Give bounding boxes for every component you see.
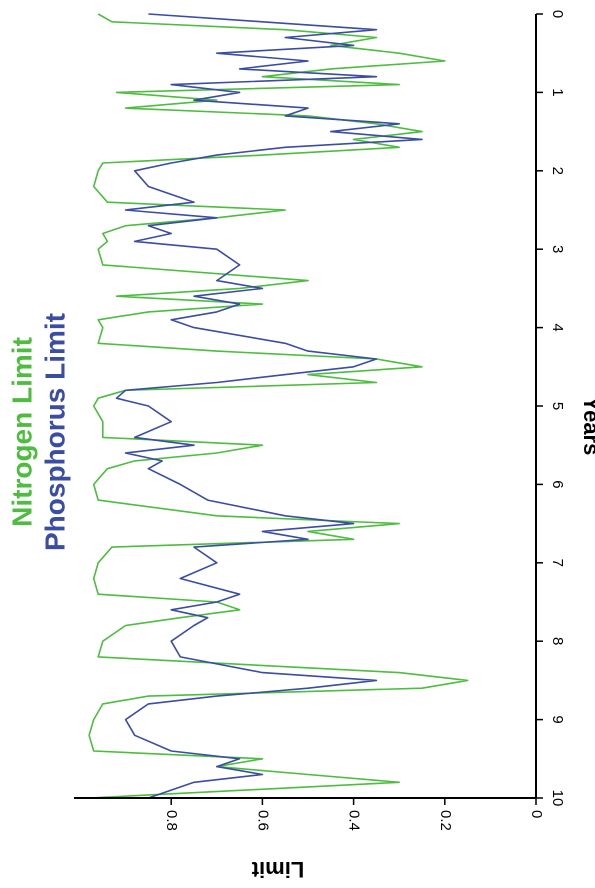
x-tick-label: 1 xyxy=(549,88,566,96)
x-tick-label: 3 xyxy=(549,245,566,253)
series-line-phosphorus xyxy=(115,13,423,799)
plot-area: 0 1 2 3 4 5 6 7 8 9 10 0 0.2 0.4 0.6 0.8 xyxy=(74,10,566,831)
y-tick-label: 0.2 xyxy=(437,810,454,831)
legend-entry-phosphorus: Phosphorus Limit xyxy=(39,313,70,551)
x-ticks: 0 1 2 3 4 5 6 7 8 9 10 xyxy=(536,10,566,807)
x-tick-label: 6 xyxy=(549,480,566,488)
legend-entry-nitrogen: Nitrogen Limit xyxy=(6,337,37,527)
y-tick-label: 0.4 xyxy=(346,810,363,831)
x-tick-label: 0 xyxy=(549,10,566,18)
x-tick-label: 5 xyxy=(549,402,566,410)
y-tick-label: 0 xyxy=(528,810,545,818)
y-tick-label: 0.6 xyxy=(254,810,271,831)
x-tick-label: 10 xyxy=(549,790,566,807)
x-axis-title: Years xyxy=(579,397,595,456)
x-tick-label: 8 xyxy=(549,637,566,645)
y-axis-title: Limit xyxy=(251,857,304,882)
legend: Nitrogen Limit Phosphorus Limit xyxy=(6,313,70,551)
y-ticks: 0 0.2 0.4 0.6 0.8 xyxy=(163,798,545,831)
x-tick-label: 7 xyxy=(549,559,566,567)
x-tick-label: 2 xyxy=(549,167,566,175)
series-layer xyxy=(88,13,469,799)
x-tick-label: 4 xyxy=(549,323,566,331)
y-tick-label: 0.8 xyxy=(163,810,180,831)
x-tick-label: 9 xyxy=(549,715,566,723)
